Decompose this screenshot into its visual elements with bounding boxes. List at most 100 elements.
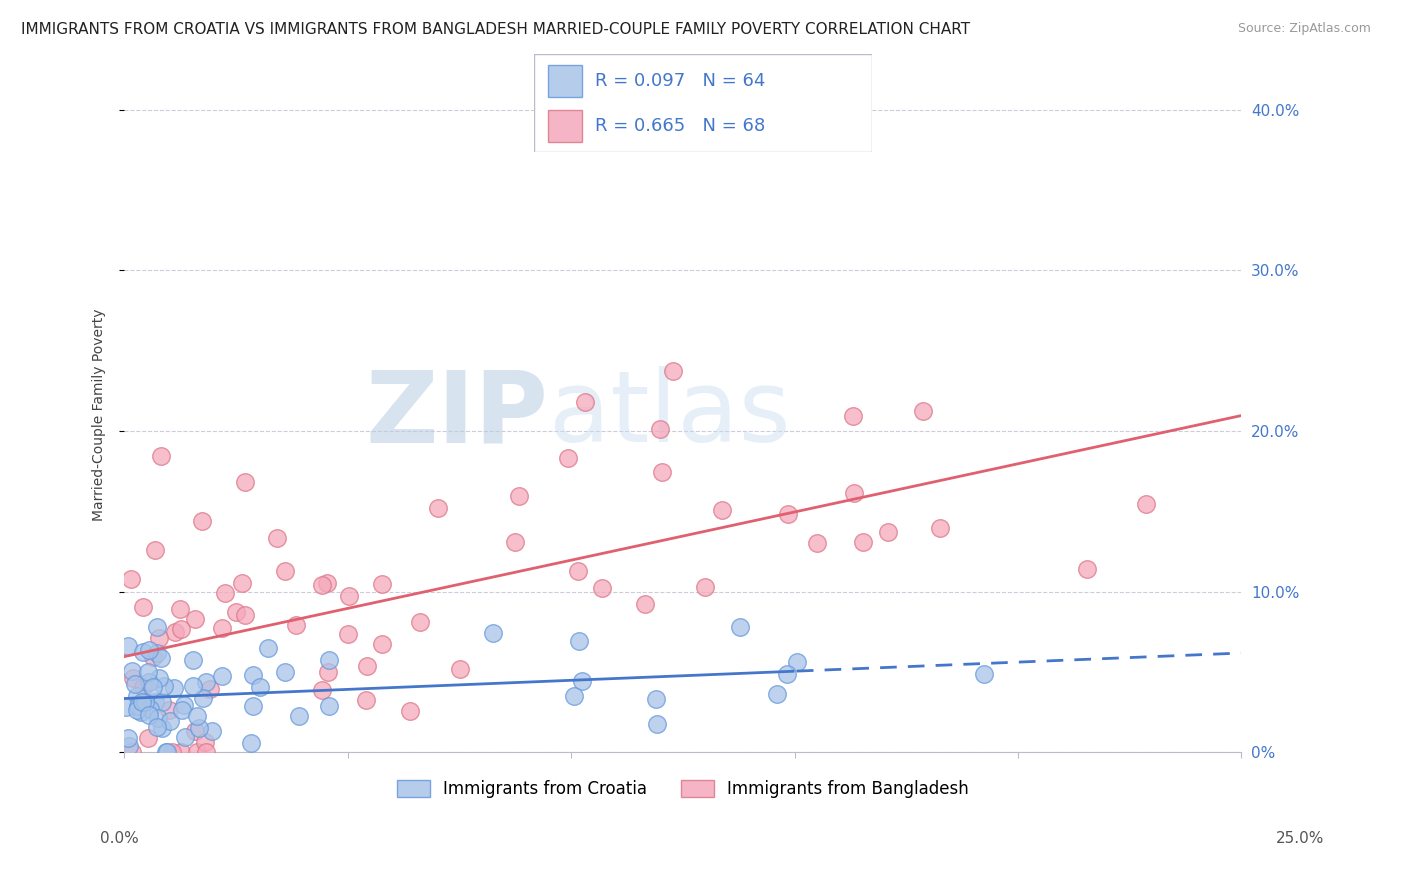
- Point: [170, 702, 193, 716]
- Point: [557, 451, 579, 466]
- Text: IMMIGRANTS FROM CROATIA VS IMMIGRANTS FROM BANGLADESH MARRIED-COUPLE FAMILY POVE: IMMIGRANTS FROM CROATIA VS IMMIGRANTS FR…: [21, 22, 970, 37]
- Text: ZIP: ZIP: [366, 367, 548, 463]
- Point: [398, 704, 420, 718]
- Point: [240, 736, 263, 750]
- Point: [138, 675, 160, 690]
- Point: [114, 700, 136, 714]
- Point: [138, 707, 160, 722]
- Point: [149, 650, 172, 665]
- Point: [150, 450, 173, 464]
- Point: [186, 745, 208, 759]
- Legend: Immigrants from Croatia, Immigrants from Bangladesh: Immigrants from Croatia, Immigrants from…: [389, 773, 976, 805]
- Point: [337, 589, 360, 603]
- Point: [143, 695, 166, 709]
- Point: [155, 745, 177, 759]
- Point: [503, 535, 526, 549]
- Point: [877, 525, 900, 540]
- Point: [242, 698, 264, 713]
- Point: [409, 615, 432, 629]
- Point: [127, 690, 149, 704]
- Point: [117, 639, 139, 653]
- Text: 0.0%: 0.0%: [100, 831, 139, 846]
- Point: [567, 564, 589, 578]
- Point: [187, 721, 209, 735]
- Text: R = 0.665   N = 68: R = 0.665 N = 68: [595, 117, 765, 135]
- Bar: [548, 111, 582, 142]
- Point: [150, 695, 173, 709]
- Point: [122, 671, 145, 685]
- Point: [591, 581, 613, 595]
- Point: [370, 637, 392, 651]
- Point: [1135, 497, 1157, 511]
- Point: [148, 631, 170, 645]
- Point: [482, 626, 505, 640]
- Point: [134, 695, 156, 709]
- Point: [651, 465, 673, 479]
- Point: [211, 668, 233, 682]
- Point: [274, 665, 297, 679]
- Point: [568, 633, 591, 648]
- Point: [318, 653, 340, 667]
- Point: [198, 682, 221, 697]
- Point: [842, 485, 865, 500]
- Point: [181, 679, 204, 693]
- Point: [121, 745, 143, 759]
- Text: 25.0%: 25.0%: [1277, 831, 1324, 846]
- Point: [148, 671, 170, 685]
- Point: [181, 653, 204, 667]
- Point: [191, 691, 214, 706]
- Point: [146, 720, 169, 734]
- Point: [143, 543, 166, 558]
- Point: [201, 724, 224, 739]
- Point: [138, 643, 160, 657]
- Point: [214, 586, 236, 600]
- Point: [132, 680, 155, 694]
- Point: [249, 680, 271, 694]
- Point: [311, 578, 333, 592]
- Point: [148, 711, 170, 725]
- Point: [449, 662, 471, 676]
- Point: [184, 724, 207, 739]
- Point: [973, 666, 995, 681]
- Point: [139, 702, 162, 716]
- Point: [117, 731, 139, 745]
- Point: [194, 745, 217, 759]
- Point: [912, 404, 935, 418]
- Point: [574, 394, 596, 409]
- Point: [806, 536, 828, 550]
- Point: [120, 572, 142, 586]
- Point: [710, 503, 733, 517]
- Point: [508, 489, 530, 503]
- Point: [131, 600, 153, 615]
- Point: [162, 681, 184, 695]
- Point: [129, 705, 152, 719]
- Point: [274, 564, 297, 578]
- Point: [730, 619, 752, 633]
- Bar: [548, 65, 582, 96]
- Point: [231, 576, 253, 591]
- Point: [194, 674, 217, 689]
- Point: [156, 745, 179, 759]
- Point: [157, 703, 180, 717]
- Point: [125, 702, 148, 716]
- Text: R = 0.097   N = 64: R = 0.097 N = 64: [595, 72, 765, 90]
- Point: [153, 679, 176, 693]
- Point: [124, 677, 146, 691]
- Y-axis label: Married-Couple Family Poverty: Married-Couple Family Poverty: [93, 309, 107, 521]
- Point: [242, 668, 264, 682]
- Point: [370, 577, 392, 591]
- Point: [311, 683, 333, 698]
- Point: [562, 689, 585, 703]
- Point: [145, 620, 167, 634]
- Point: [170, 745, 193, 759]
- Point: [191, 514, 214, 528]
- Point: [786, 655, 808, 669]
- Point: [142, 680, 165, 694]
- Point: [136, 665, 159, 679]
- FancyBboxPatch shape: [534, 54, 872, 152]
- Point: [117, 739, 139, 754]
- Point: [288, 709, 311, 723]
- Point: [266, 531, 288, 545]
- Point: [136, 731, 159, 746]
- Point: [284, 617, 307, 632]
